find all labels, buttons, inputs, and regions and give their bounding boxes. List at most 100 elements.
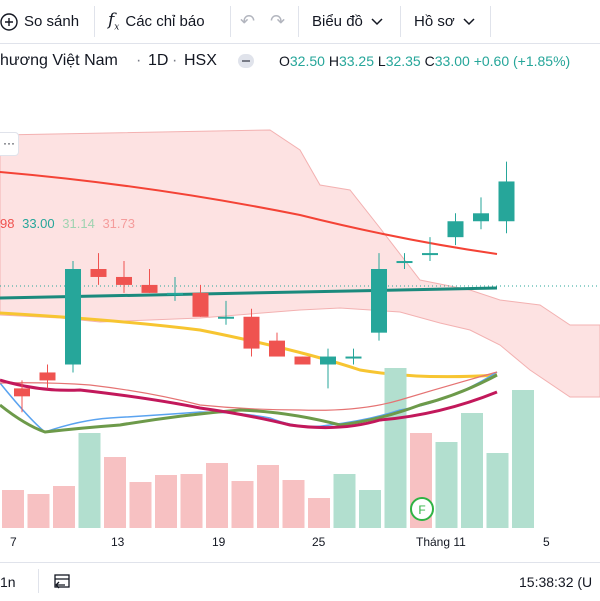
compare-button[interactable]: So sánh xyxy=(0,0,79,43)
chevron-down-icon xyxy=(371,17,383,25)
candle-body xyxy=(167,292,183,295)
volume-bar xyxy=(384,368,407,528)
indicator-value-4: 31.73 xyxy=(102,216,135,231)
volume-bar xyxy=(486,453,509,528)
profile-label: Hồ sơ xyxy=(414,13,455,30)
indicator-legend: 98 33.00 31.14 31.73 xyxy=(0,216,135,231)
toolbar-divider xyxy=(400,6,401,37)
undo-icon: ↶ xyxy=(240,11,256,31)
chevron-down-icon xyxy=(463,17,475,25)
chart-type-label: Biểu đồ xyxy=(312,13,363,30)
time-axis[interactable] xyxy=(0,530,600,558)
volume-bar xyxy=(27,494,50,528)
volume-bar xyxy=(180,474,203,528)
ma-blue-line xyxy=(0,371,498,433)
change-value: +0.60 (+1.85%) xyxy=(473,53,571,69)
candle-body xyxy=(371,269,387,333)
candle-body xyxy=(447,221,464,238)
candle-body xyxy=(218,316,234,319)
volume-bar xyxy=(78,433,101,528)
volume-bar xyxy=(129,482,152,528)
close-label: C xyxy=(424,53,435,69)
symbol-exchange[interactable]: HSX xyxy=(184,52,217,69)
volume-bar xyxy=(155,475,177,528)
price-chart[interactable]: F xyxy=(0,78,600,530)
profile-button[interactable]: Hồ sơ xyxy=(414,0,475,43)
ichimoku-cloud xyxy=(0,129,600,398)
top-toolbar: So sánh fx Các chỉ báo ↶ ↷ Biểu đồ Hồ sơ xyxy=(0,0,600,44)
low-label: L xyxy=(377,53,386,69)
candle-body xyxy=(39,372,56,381)
toolbar-divider xyxy=(94,6,95,37)
toolbar-divider xyxy=(298,6,299,37)
candle-body xyxy=(345,356,362,359)
indicators-button[interactable]: fx Các chỉ báo xyxy=(108,0,205,43)
volume-bar xyxy=(282,480,305,528)
volume-bar xyxy=(512,390,534,528)
indicators-label: Các chỉ báo xyxy=(125,13,205,30)
volume-bar xyxy=(231,481,254,528)
candle-body xyxy=(396,261,413,264)
open-value: 32.50 xyxy=(289,53,325,69)
volume-bar xyxy=(308,498,330,528)
volume-bar xyxy=(104,457,126,528)
x-tick: 19 xyxy=(212,535,226,549)
candle-body xyxy=(294,356,311,365)
candle-body xyxy=(90,269,107,277)
x-tick: 13 xyxy=(111,535,125,549)
volume-bar xyxy=(435,442,458,528)
toolbar-divider xyxy=(230,6,231,37)
bottom-toolbar: 1n 15:38:32 (U xyxy=(0,562,600,601)
high-label: H xyxy=(328,53,339,69)
volume-bar xyxy=(206,463,228,528)
volume-bar xyxy=(53,486,75,528)
visibility-toggle-icon[interactable] xyxy=(238,54,254,68)
clock-time[interactable]: 15:38:32 (U xyxy=(519,574,593,590)
candle-body xyxy=(65,269,81,365)
toolbar-divider xyxy=(490,6,491,37)
compare-label: So sánh xyxy=(24,13,80,30)
symbol-legend: hương Việt Nam · 1D · HSX O32.50 H33.25 … xyxy=(0,52,571,69)
candle-body xyxy=(192,292,209,317)
indicator-value-2: 33.00 xyxy=(22,216,55,231)
indicator-value-3: 31.14 xyxy=(62,216,95,231)
volume-bar xyxy=(461,413,483,528)
low-value: 32.35 xyxy=(385,53,421,69)
indicator-value-1: 98 xyxy=(0,216,15,231)
range-button[interactable]: 1n xyxy=(0,574,16,590)
candle-body xyxy=(269,340,285,357)
x-tick: 25 xyxy=(312,535,326,549)
event-marker-icon xyxy=(410,497,434,521)
candle-body xyxy=(116,276,132,285)
symbol-interval[interactable]: 1D xyxy=(148,52,169,69)
go-to-date-icon[interactable] xyxy=(53,573,73,591)
high-value: 33.25 xyxy=(338,53,374,69)
candle-body xyxy=(473,213,489,222)
ellipsis-icon: ··· xyxy=(3,136,15,150)
volume-bar xyxy=(257,465,279,528)
more-options-button[interactable]: ··· xyxy=(0,132,19,156)
volume-bar xyxy=(2,490,24,528)
open-label: O xyxy=(279,53,290,69)
candle-body xyxy=(498,181,515,222)
chart-type-button[interactable]: Biểu đồ xyxy=(312,0,383,43)
candle-body xyxy=(422,253,438,256)
ma-olive-line xyxy=(0,373,498,434)
candle-body xyxy=(320,356,336,365)
event-marker-label: F xyxy=(418,503,425,517)
candle-body xyxy=(243,316,260,349)
volume-bar xyxy=(333,474,356,528)
function-icon: fx xyxy=(108,10,120,33)
add-circle-icon xyxy=(0,12,18,31)
ma-salmon-line xyxy=(0,371,498,411)
redo-button[interactable]: ↷ xyxy=(270,0,285,43)
symbol-name[interactable]: hương Việt Nam xyxy=(0,52,118,69)
candle-body xyxy=(141,284,158,293)
redo-icon: ↷ xyxy=(270,11,286,31)
volume-bar xyxy=(359,490,381,528)
x-tick: 5 xyxy=(543,535,550,549)
x-tick: Tháng 11 xyxy=(416,535,466,549)
undo-button[interactable]: ↶ xyxy=(240,0,255,43)
close-value: 33.00 xyxy=(434,53,470,69)
ohlc-values: O32.50 H33.25 L32.35 C33.00 +0.60 (+1.85… xyxy=(279,53,570,69)
